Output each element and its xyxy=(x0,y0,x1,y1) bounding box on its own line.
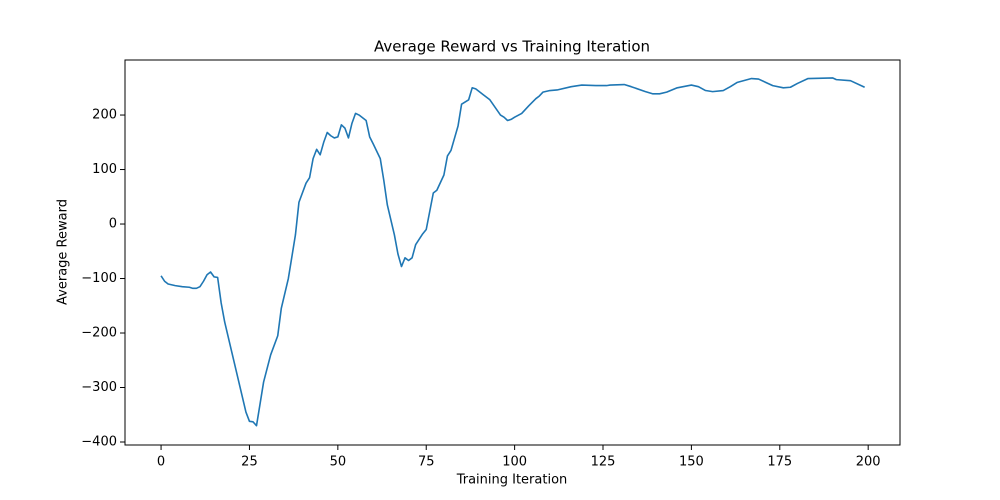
plot-frame xyxy=(124,59,901,446)
y-axis-label: Average Reward xyxy=(56,199,71,305)
y-tick-label: 0 xyxy=(109,217,117,232)
y-tick-label: 200 xyxy=(92,108,117,123)
x-tick-label: 100 xyxy=(502,455,527,470)
y-tick-label: −400 xyxy=(81,435,117,450)
data-line xyxy=(160,77,865,427)
x-tick-label: 0 xyxy=(157,455,165,470)
x-tick-label: 50 xyxy=(330,455,347,470)
y-tick-label: −100 xyxy=(81,271,117,286)
x-tick-label: 25 xyxy=(241,455,258,470)
y-tick-label: −300 xyxy=(81,380,117,395)
x-tick-label: 150 xyxy=(679,455,704,470)
x-tick-label: 125 xyxy=(591,455,616,470)
x-axis-label: Training Iteration xyxy=(456,473,568,488)
x-tick-label: 175 xyxy=(767,455,792,470)
x-tick-label: 200 xyxy=(856,455,881,470)
y-tick-label: −200 xyxy=(81,326,117,341)
chart-title: Average Reward vs Training Iteration xyxy=(374,38,650,56)
x-tick-label: 75 xyxy=(418,455,435,470)
y-tick-label: 100 xyxy=(92,162,117,177)
